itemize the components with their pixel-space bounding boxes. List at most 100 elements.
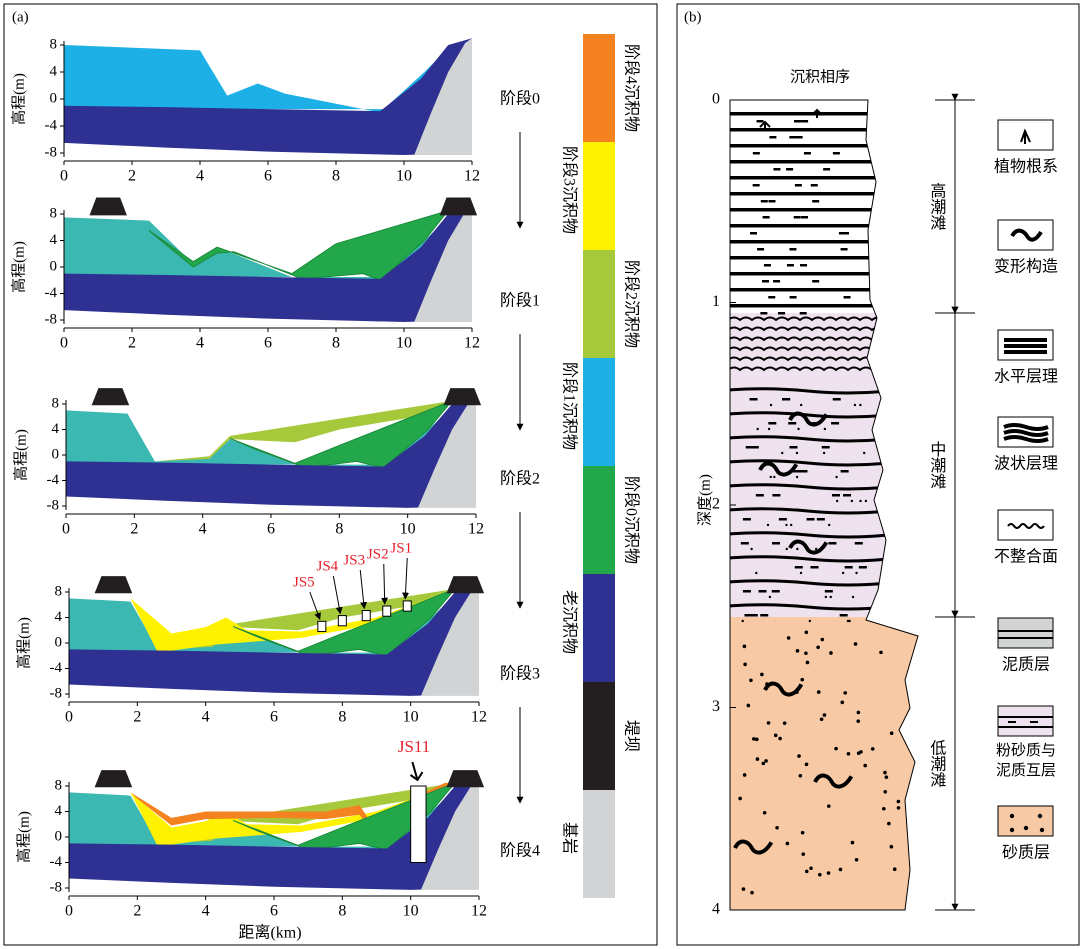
dot: [826, 871, 831, 875]
well: [361, 609, 371, 622]
dot: [887, 821, 891, 826]
bedding: [730, 555, 889, 563]
dash: [786, 264, 794, 267]
dash: [752, 184, 760, 187]
x-tick-label: 4: [196, 335, 204, 352]
bedding: [730, 240, 918, 244]
bedding: [730, 387, 889, 395]
x-tick-label: 10: [396, 168, 412, 185]
dot: [816, 690, 821, 694]
legend-label: 堤坝: [622, 720, 640, 752]
bedding: [730, 459, 889, 467]
dash: [740, 542, 749, 545]
dot: [846, 751, 851, 756]
well-arrow: [381, 563, 389, 605]
dot: [797, 754, 801, 758]
dash: [772, 494, 781, 497]
dot: [883, 770, 887, 775]
legend-label: 阶段0沉积物: [622, 476, 640, 564]
dash: [832, 398, 841, 401]
dash: [799, 470, 808, 473]
legend-icon: [1007, 523, 1045, 529]
dash: [812, 200, 820, 203]
dash: [750, 232, 758, 235]
high-zone: [730, 100, 918, 313]
stage-label: 阶段3: [500, 665, 540, 683]
dash: [831, 422, 840, 425]
dot: [816, 645, 820, 650]
dam: [439, 197, 478, 216]
dot: [804, 651, 808, 656]
dot: [840, 700, 845, 705]
dam: [446, 576, 485, 594]
dot: [742, 773, 747, 777]
dot: [863, 763, 867, 768]
dam: [446, 770, 485, 788]
dot: [760, 672, 764, 677]
dash: [749, 614, 758, 617]
legend-label: 阶段3沉积物: [560, 146, 578, 234]
dash: [828, 542, 837, 545]
dot: [859, 499, 862, 503]
depth-tick-label: 4: [712, 901, 720, 918]
dash: [782, 398, 791, 401]
legend-label: 阶段1沉积物: [560, 362, 578, 450]
dash: [831, 494, 840, 497]
panel-label: (a): [12, 9, 29, 25]
dash: [832, 152, 840, 155]
legend-box: [997, 705, 1054, 737]
well: [382, 605, 392, 617]
dot: [841, 571, 845, 575]
legend-label: 老沉积物: [560, 590, 578, 654]
dot: [856, 710, 861, 715]
dot: [795, 649, 800, 653]
legend-dot: [1037, 813, 1043, 819]
y-tick-label: 8: [50, 205, 58, 221]
dash: [794, 470, 803, 473]
dash: [744, 614, 753, 617]
dot: [829, 651, 833, 655]
sediment-layer: [64, 207, 472, 281]
bedding: [730, 304, 918, 308]
x-tick-label: 0: [60, 168, 68, 185]
sediment-layer: [414, 38, 472, 156]
dot: [889, 844, 894, 849]
legend-swatch: [583, 790, 615, 898]
dot: [800, 830, 805, 835]
well-arrow: [359, 569, 368, 610]
dot: [789, 523, 793, 527]
dash: [762, 216, 770, 219]
legend-label: 砂质层: [1002, 844, 1050, 862]
y-tick-label: 4: [50, 63, 58, 79]
dot: [768, 595, 772, 599]
dam: [91, 388, 130, 406]
y-tick-label: -8: [45, 311, 58, 327]
x-tick-label: 2: [128, 335, 136, 352]
bedding: [730, 579, 889, 587]
dot: [775, 825, 779, 830]
bedding: [730, 208, 918, 212]
dot: [835, 475, 838, 479]
legend-label: 波状层理: [994, 455, 1058, 473]
dot: [773, 733, 778, 738]
dash: [799, 312, 807, 315]
dot: [786, 636, 791, 640]
dot: [781, 451, 784, 455]
zone-label: 低潮滩: [927, 740, 946, 788]
dash: [854, 542, 863, 545]
stage-label: 阶段1: [500, 292, 540, 310]
dash: [812, 280, 820, 283]
legend-swatch: [583, 682, 615, 790]
bedding: [730, 603, 889, 611]
sediment-layer: [148, 209, 450, 281]
dot: [755, 757, 760, 761]
sediment-layer: [69, 779, 479, 890]
y-tick-label: 0: [52, 446, 60, 462]
sediment-layer: [157, 588, 456, 650]
dot: [773, 475, 776, 479]
dot: [819, 717, 824, 722]
x-tick-label: 8: [332, 335, 340, 352]
x-tick-label: 2: [133, 709, 141, 726]
x-tick-label: 4: [199, 521, 207, 538]
y-axis-label: 高程(m): [12, 429, 29, 481]
